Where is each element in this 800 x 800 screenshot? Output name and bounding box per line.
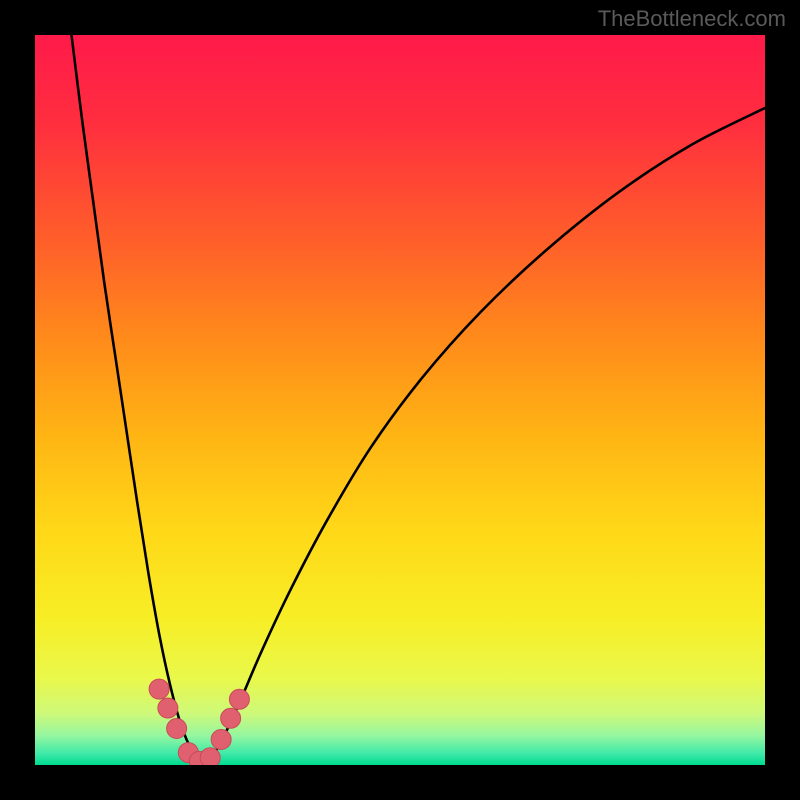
marker-group — [149, 679, 249, 765]
curve-marker — [211, 729, 231, 749]
chart-root: TheBottleneck.com — [0, 0, 800, 800]
curve-marker — [167, 719, 187, 739]
curve-marker — [149, 679, 169, 699]
bottleneck-curve — [72, 35, 766, 764]
curve-marker — [229, 689, 249, 709]
curve-marker — [200, 748, 220, 765]
curve-marker — [221, 708, 241, 728]
plot-area — [35, 35, 765, 765]
watermark-text: TheBottleneck.com — [598, 6, 786, 32]
curve-layer — [35, 35, 765, 765]
curve-marker — [158, 698, 178, 718]
